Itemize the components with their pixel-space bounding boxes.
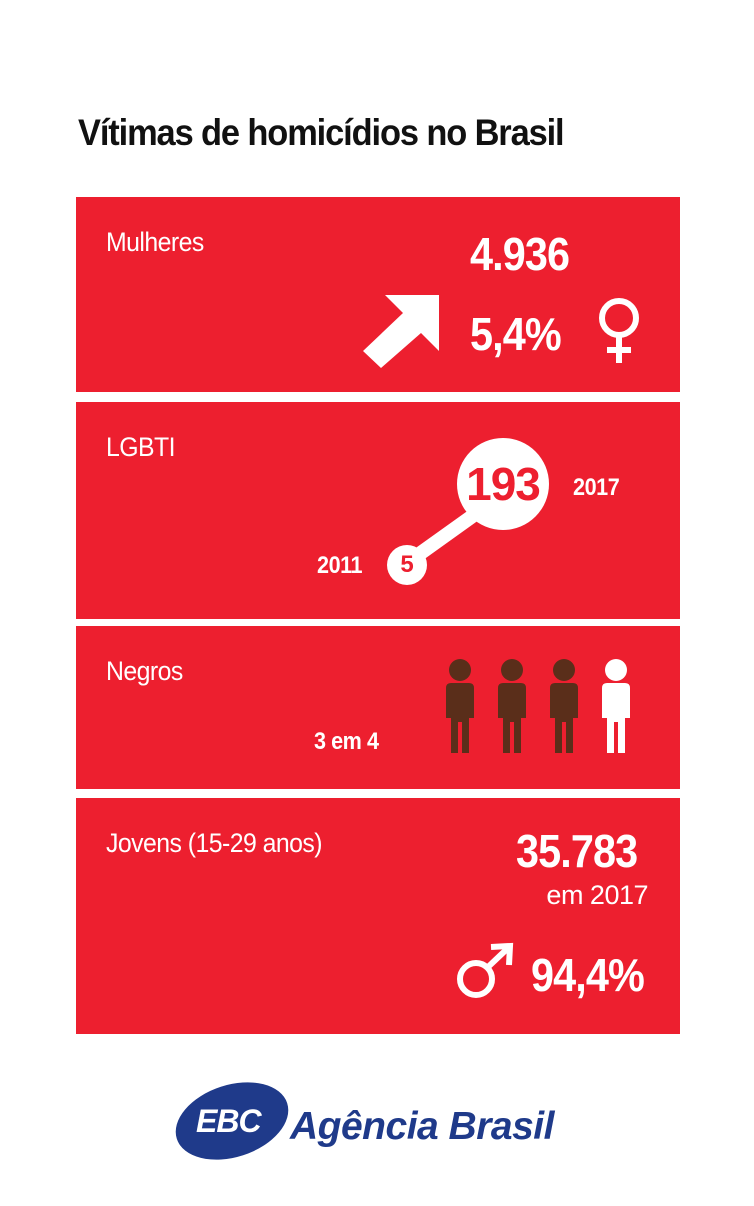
jovens-label: Jovens (15-29 anos)	[106, 828, 323, 858]
male-symbol-icon	[457, 942, 514, 998]
panel-jovens: Jovens (15-29 anos) 35.783 em 2017 94,4%	[76, 798, 680, 1034]
jovens-sub: em 2017	[546, 880, 648, 910]
person-icon	[498, 659, 526, 753]
person-icon	[550, 659, 578, 753]
mulheres-label: Mulheres	[106, 227, 204, 257]
mulheres-percent: 5,4%	[470, 308, 562, 360]
lgbti-value-2017: 193	[466, 458, 541, 510]
person-icon	[446, 659, 474, 753]
ebc-logo-badge	[175, 1082, 289, 1160]
panel-lgbti: LGBTI 193 2017 5 2011	[76, 402, 680, 619]
lgbti-value-2011: 5	[400, 551, 414, 578]
people-pictogram	[446, 659, 630, 753]
lgbti-year-2011: 2011	[317, 552, 363, 579]
person-icon	[602, 659, 630, 753]
panel-mulheres: Mulheres 4.936 5,4%	[76, 197, 680, 392]
negros-label: Negros	[106, 656, 183, 686]
arrow-up-right-icon	[363, 295, 439, 368]
mulheres-value: 4.936	[470, 228, 570, 280]
ebc-logo-text: EBC	[196, 1103, 262, 1139]
negros-ratio: 3 em 4	[314, 728, 379, 755]
jovens-value: 35.783	[516, 825, 638, 877]
jovens-percent: 94,4%	[531, 949, 645, 1001]
lgbti-year-2017: 2017	[573, 474, 620, 501]
page-title: Vítimas de homicídios no Brasil	[78, 112, 565, 153]
growth-bubble-graphic	[387, 438, 549, 585]
agencia-brasil-logo-text: Agência Brasil	[290, 1105, 554, 1148]
female-symbol-icon	[599, 298, 639, 363]
panel-negros: Negros 3 em 4	[76, 626, 680, 789]
lgbti-label: LGBTI	[106, 432, 176, 462]
